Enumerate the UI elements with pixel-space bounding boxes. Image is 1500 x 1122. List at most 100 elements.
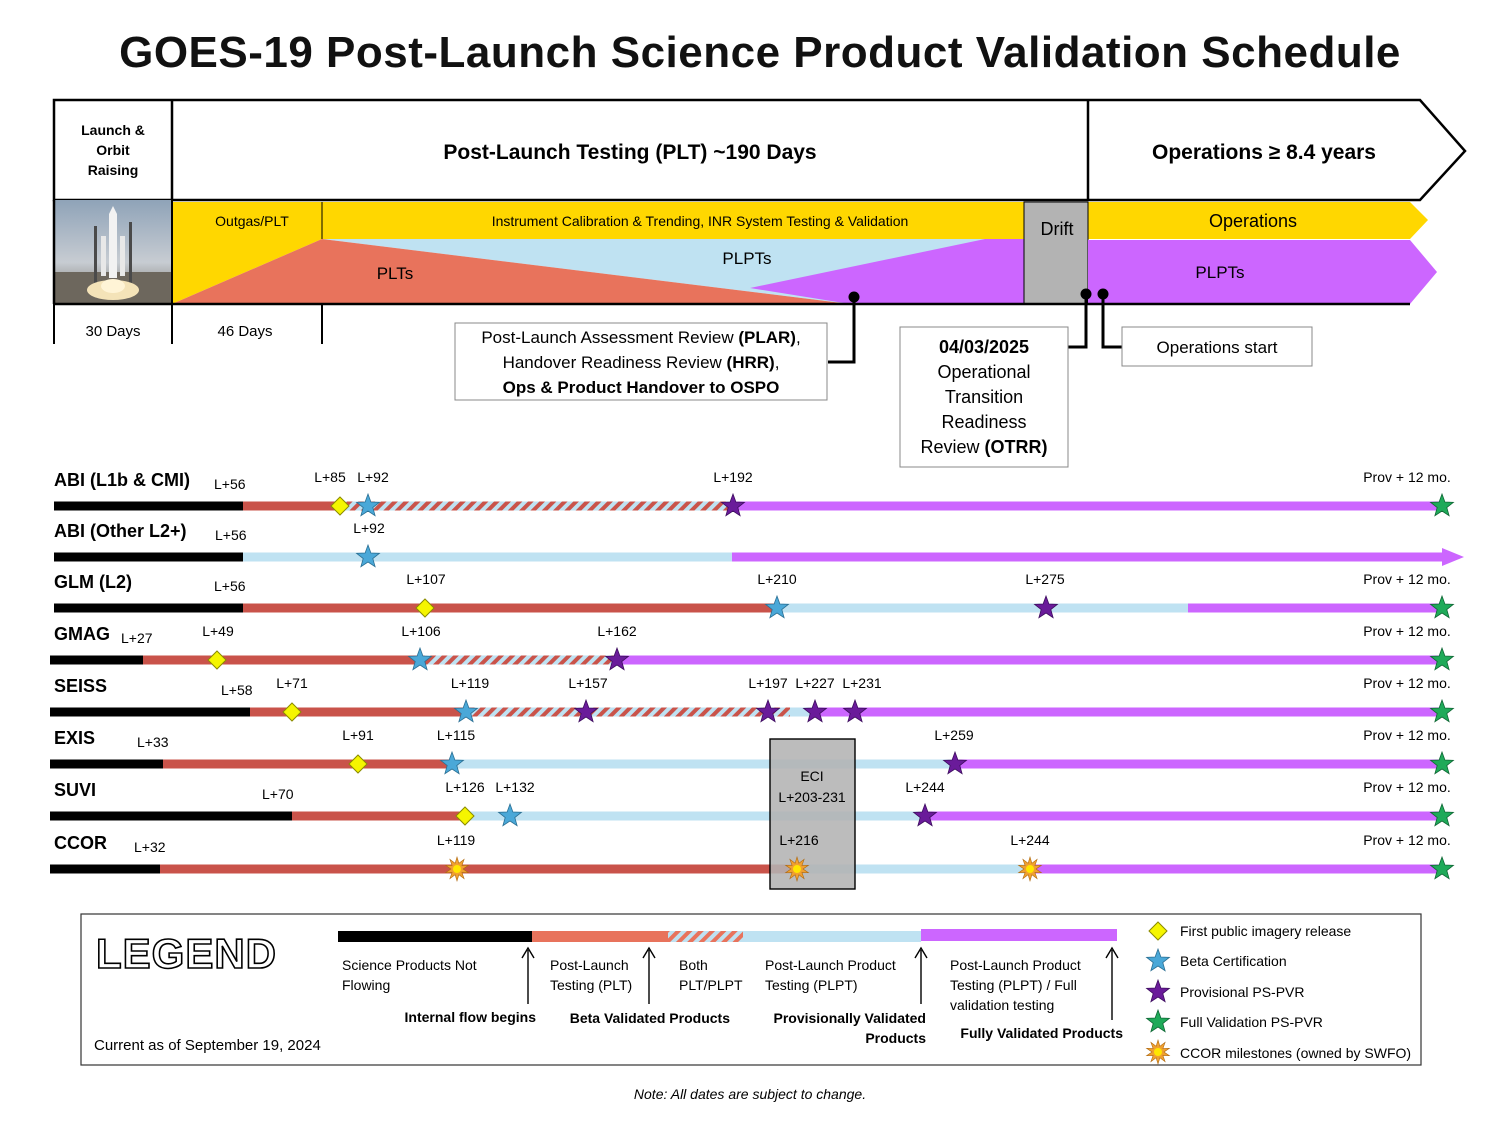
bar-segment-plpt: [465, 811, 925, 821]
svg-text:Provisional PS-PVR: Provisional PS-PVR: [1180, 984, 1305, 1000]
bar-segment-black: [54, 603, 243, 613]
timeline-row-exis: EXIS L+33 L+91 L+115 L+259 Prov + 12 mo.: [50, 727, 1455, 775]
bar-segment-plpt: [790, 707, 815, 717]
svg-text:Testing (PLPT) / Full: Testing (PLPT) / Full: [950, 977, 1077, 993]
instrument-name: SUVI: [54, 780, 96, 800]
svg-text:Science Products Not: Science Products Not: [342, 957, 477, 973]
plts-label: PLTs: [377, 264, 414, 283]
prov-marker: [842, 698, 868, 723]
bar-segment-plpt: [777, 603, 1188, 613]
beta-marker: [453, 698, 479, 723]
ops-phase-label: Operations ≥ 8.4 years: [1152, 141, 1376, 164]
bar-segment-plt: [160, 864, 797, 874]
bar-segment-plt: [243, 501, 340, 511]
prov-marker: [604, 646, 630, 671]
milestone-label: L+92: [357, 469, 389, 485]
svg-text:CCOR milestones (owned by SWFO: CCOR milestones (owned by SWFO): [1180, 1045, 1411, 1061]
diamond-marker: [415, 598, 435, 618]
instrument-name: GLM (L2): [54, 572, 132, 592]
prov-marker: [1033, 594, 1059, 619]
operations-band-label: Operations: [1209, 211, 1297, 231]
instrument-name: ABI (L1b & CMI): [54, 470, 190, 490]
full-marker: [1429, 750, 1455, 775]
diamond-marker: [330, 496, 350, 516]
milestone-label: Prov + 12 mo.: [1363, 779, 1451, 795]
calibration-label: Instrument Calibration & Trending, INR S…: [492, 213, 909, 229]
milestone-label: L+107: [406, 571, 446, 587]
milestone-label: L+192: [713, 469, 753, 485]
bar-segment-prov: [732, 501, 1442, 511]
milestone-label: Prov + 12 mo.: [1363, 832, 1451, 848]
svg-text:Full Validation PS-PVR: Full Validation PS-PVR: [1180, 1014, 1323, 1030]
bar-segment-black: [50, 655, 143, 665]
milestone-label: L+197: [748, 675, 788, 691]
milestone-label: L+71: [276, 675, 308, 691]
svg-text:Readiness: Readiness: [941, 412, 1026, 432]
drift-label: Drift: [1041, 219, 1074, 239]
svg-text:Testing (PLPT): Testing (PLPT): [765, 977, 858, 993]
timeline-row-suvi: SUVI L+70 L+126 L+132 L+244 Prov + 12 mo.: [50, 779, 1455, 827]
instrument-name: SEISS: [54, 676, 107, 696]
first-imagery-icon: [1148, 921, 1168, 941]
otrr-callout: 04/03/2025 Operational Transition Readin…: [899, 288, 1092, 468]
prov-marker: [755, 698, 781, 723]
diamond-marker: [455, 806, 475, 826]
continuation-arrow: [1442, 548, 1464, 566]
outgas-label: Outgas/PLT: [215, 213, 289, 229]
milestone-label: L+244: [905, 779, 945, 795]
bar-segment-hatch: [420, 655, 617, 665]
beta-marker: [355, 492, 381, 517]
bar-segment-plt: [163, 759, 452, 769]
timeline-row-gmag: GMAG L+27 L+49 L+106 L+162 Prov + 12 mo.: [50, 623, 1455, 671]
flow-start-label: L+56: [215, 527, 247, 543]
instrument-name: CCOR: [54, 833, 107, 853]
milestone-label: L+119: [437, 832, 475, 848]
bar-segment-prov: [925, 811, 1442, 821]
full-marker: [1429, 802, 1455, 827]
bar-segment-black: [50, 811, 292, 821]
full-marker: [1429, 492, 1455, 517]
svg-text:Review (OTRR): Review (OTRR): [920, 437, 1047, 457]
svg-text:Operational: Operational: [937, 362, 1030, 382]
eci-range-label: L+203-231: [778, 789, 846, 805]
svg-text:04/03/2025: 04/03/2025: [939, 337, 1029, 357]
milestone-label: L+126: [445, 779, 485, 795]
milestone-label: Prov + 12 mo.: [1363, 727, 1451, 743]
bar-segment-prov: [815, 707, 1442, 717]
bar-segment-black: [54, 501, 243, 511]
milestone-label: Prov + 12 mo.: [1363, 571, 1451, 587]
bar-segment-black: [50, 864, 160, 874]
bar-segment-black: [50, 759, 163, 769]
plpts-mid-label: PLPTs: [722, 249, 771, 268]
milestone-label: L+244: [1010, 832, 1050, 848]
bar-segment-prov: [955, 759, 1442, 769]
phase-bands: Outgas/PLT Instrument Calibration & Tren…: [52, 200, 1437, 344]
bar-segment-plpt: [452, 759, 955, 769]
bar-segment-plt: [292, 811, 465, 821]
svg-text:Post-Launch Product: Post-Launch Product: [950, 957, 1081, 973]
instrument-name: GMAG: [54, 624, 110, 644]
svg-text:Both: Both: [679, 957, 708, 973]
svg-text:Beta Validated Products: Beta Validated Products: [570, 1010, 730, 1026]
bar-segment-prov: [732, 552, 1444, 562]
milestone-label: L+132: [495, 779, 535, 795]
beta-marker: [407, 646, 433, 671]
prov-marker: [802, 698, 828, 723]
diamond-marker: [207, 650, 227, 670]
eci-box: ECI L+203-231 L+216: [769, 738, 856, 890]
svg-text:Post-Launch Assessment Review: Post-Launch Assessment Review (PLAR),: [481, 328, 800, 347]
flow-start-label: L+33: [137, 734, 169, 750]
bar-segment-black: [54, 552, 243, 562]
svg-text:Provisionally Validated: Provisionally Validated: [773, 1010, 926, 1026]
plt-phase-label: Post-Launch Testing (PLT) ~190 Days: [443, 141, 816, 164]
days-30-label: 30 Days: [85, 323, 140, 340]
svg-text:Products: Products: [865, 1030, 926, 1046]
milestone-label: L+231: [842, 675, 882, 691]
svg-text:Handover Readiness Review (HRR: Handover Readiness Review (HRR),: [503, 353, 780, 372]
legend-title: LEGEND: [96, 930, 277, 977]
beta-marker: [497, 802, 523, 827]
full-marker: [1429, 698, 1455, 723]
milestone-label: L+106: [401, 623, 441, 639]
beta-marker: [764, 594, 790, 619]
